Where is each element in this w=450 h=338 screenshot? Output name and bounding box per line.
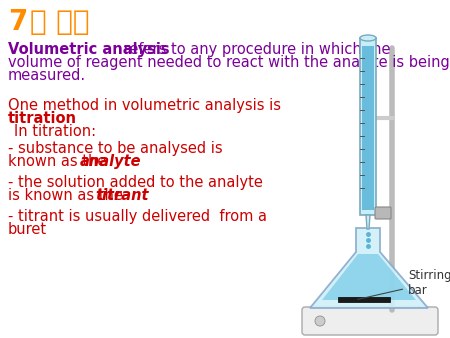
Text: One method in volumetric analysis is: One method in volumetric analysis is <box>8 98 281 113</box>
Bar <box>362 46 374 210</box>
Text: refers to any procedure in which the: refers to any procedure in which the <box>119 42 391 57</box>
Text: volume of reagent needed to react with the analyte is being: volume of reagent needed to react with t… <box>8 55 450 70</box>
Ellipse shape <box>360 35 376 41</box>
Text: - titrant is usually delivered  from a: - titrant is usually delivered from a <box>8 209 267 224</box>
FancyBboxPatch shape <box>375 207 391 219</box>
Bar <box>338 297 390 302</box>
Polygon shape <box>366 215 370 229</box>
Text: titrant: titrant <box>95 188 148 203</box>
Text: - the solution added to the analyte: - the solution added to the analyte <box>8 175 263 190</box>
Text: In titration:: In titration: <box>14 124 96 139</box>
Text: analyte: analyte <box>80 154 141 169</box>
Text: buret: buret <box>8 222 47 237</box>
Text: 장 적정: 장 적정 <box>30 8 90 36</box>
Text: measured.: measured. <box>8 68 86 83</box>
Text: is known as the: is known as the <box>8 188 127 203</box>
Polygon shape <box>310 228 428 308</box>
Text: Stirring
bar: Stirring bar <box>358 269 450 299</box>
Text: - substance to be analysed is: - substance to be analysed is <box>8 141 223 156</box>
Text: titration: titration <box>8 111 77 126</box>
Polygon shape <box>322 254 416 300</box>
Bar <box>360 38 376 215</box>
Text: 7: 7 <box>8 8 27 36</box>
FancyBboxPatch shape <box>302 307 438 335</box>
Text: known as the: known as the <box>8 154 111 169</box>
Text: Volumetric analysis: Volumetric analysis <box>8 42 170 57</box>
Circle shape <box>315 316 325 326</box>
